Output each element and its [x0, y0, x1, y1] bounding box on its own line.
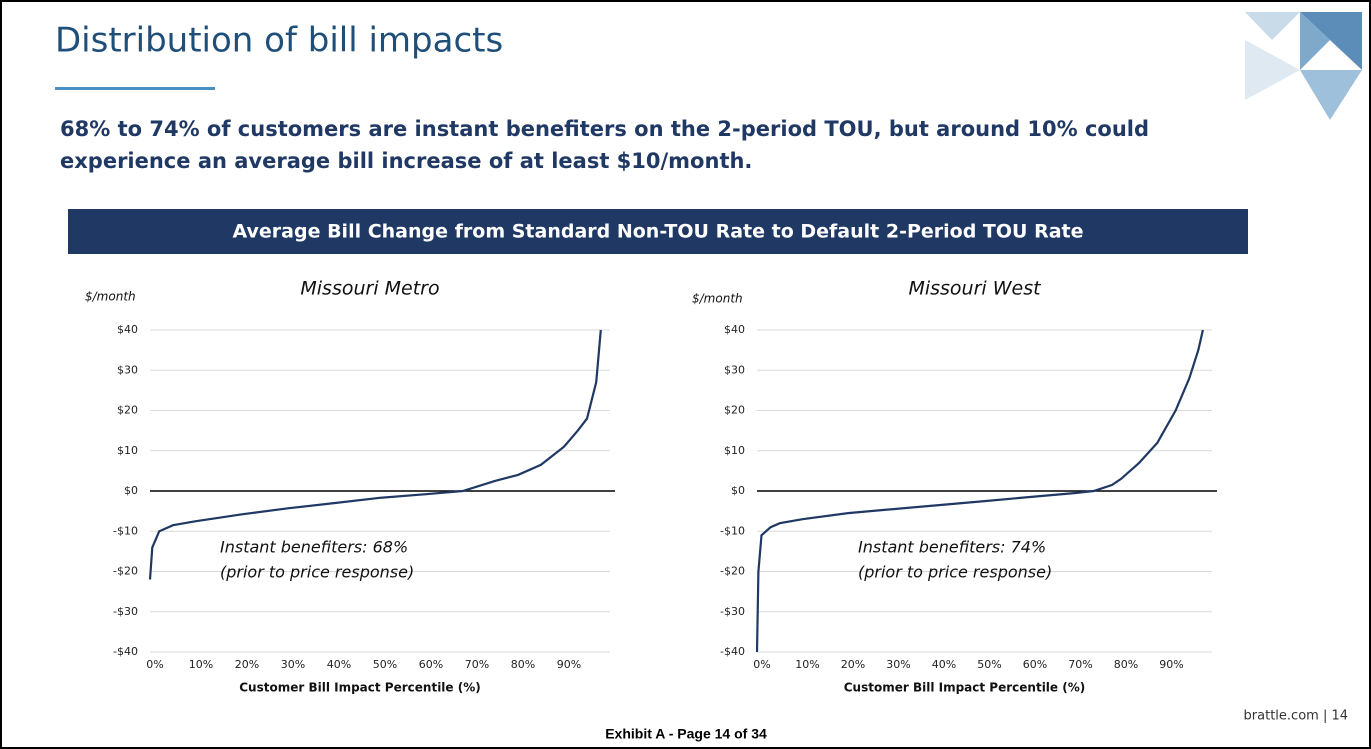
- annotation: (prior to price response): [858, 563, 1052, 582]
- x-tick-label: 80%: [511, 658, 535, 671]
- x-axis-label: Customer Bill Impact Percentile (%): [844, 681, 1085, 695]
- x-tick-label: 80%: [1114, 658, 1138, 671]
- y-axis-label: $/month: [85, 290, 136, 304]
- title-underline: [55, 87, 215, 90]
- annotation: (prior to price response): [220, 563, 414, 582]
- y-tick-label: $20: [117, 404, 138, 417]
- y-tick-label: -$20: [113, 565, 138, 578]
- x-tick-label: 20%: [841, 658, 865, 671]
- annotation: Instant benefiters: 68%: [220, 538, 408, 557]
- subtitle-line: experience an average bill increase of a…: [60, 149, 752, 173]
- x-tick-label: 10%: [189, 658, 213, 671]
- y-tick-label: $10: [117, 444, 138, 457]
- x-axis-label: Customer Bill Impact Percentile (%): [239, 681, 480, 695]
- banner-text: Average Bill Change from Standard Non-TO…: [232, 221, 1083, 243]
- decoration: [1245, 12, 1362, 120]
- chart-title: Missouri Metro: [300, 278, 439, 300]
- x-tick-label: 70%: [465, 658, 489, 671]
- footer: brattle.com | 14: [1244, 709, 1348, 724]
- y-tick-label: -$40: [720, 645, 745, 658]
- y-axis-label: $/month: [692, 292, 743, 306]
- subtitle-line: 68% to 74% of customers are instant bene…: [60, 117, 1149, 141]
- x-tick-label: 50%: [373, 658, 397, 671]
- slide-title: Distribution of bill impacts: [55, 21, 503, 61]
- y-tick-label: $40: [117, 323, 138, 336]
- x-tick-label: 90%: [557, 658, 581, 671]
- y-tick-label: $30: [117, 363, 138, 376]
- data-line: [755, 329, 1204, 653]
- x-tick-label: 40%: [327, 658, 351, 671]
- y-tick-label: -$30: [720, 605, 745, 618]
- x-tick-label: 60%: [1023, 658, 1047, 671]
- x-tick-label: 0%: [753, 658, 770, 671]
- annotation: Instant benefiters: 74%: [858, 538, 1046, 557]
- exhibit-label: Exhibit A - Page 14 of 34: [605, 726, 767, 742]
- data-line: [148, 329, 602, 580]
- y-tick-label: -$10: [720, 524, 745, 537]
- x-tick-label: 20%: [235, 658, 259, 671]
- y-tick-label: $30: [724, 363, 745, 376]
- x-tick-label: 30%: [281, 658, 305, 671]
- y-tick-label: $20: [724, 404, 745, 417]
- banner: [68, 209, 1248, 254]
- x-tick-label: 10%: [795, 658, 819, 671]
- x-tick-label: 0%: [146, 658, 163, 671]
- y-tick-label: -$30: [113, 605, 138, 618]
- x-tick-label: 90%: [1159, 658, 1183, 671]
- x-tick-label: 40%: [932, 658, 956, 671]
- y-tick-label: $10: [724, 444, 745, 457]
- x-tick-label: 60%: [419, 658, 443, 671]
- y-tick-label: -$10: [113, 524, 138, 537]
- x-tick-label: 30%: [886, 658, 910, 671]
- y-tick-label: $40: [724, 323, 745, 336]
- x-tick-label: 70%: [1068, 658, 1092, 671]
- chart-title: Missouri West: [908, 278, 1042, 300]
- y-tick-label: $0: [731, 484, 745, 497]
- y-tick-label: -$20: [720, 565, 745, 578]
- x-tick-label: 50%: [977, 658, 1001, 671]
- y-tick-label: -$40: [113, 645, 138, 658]
- y-tick-label: $0: [124, 484, 138, 497]
